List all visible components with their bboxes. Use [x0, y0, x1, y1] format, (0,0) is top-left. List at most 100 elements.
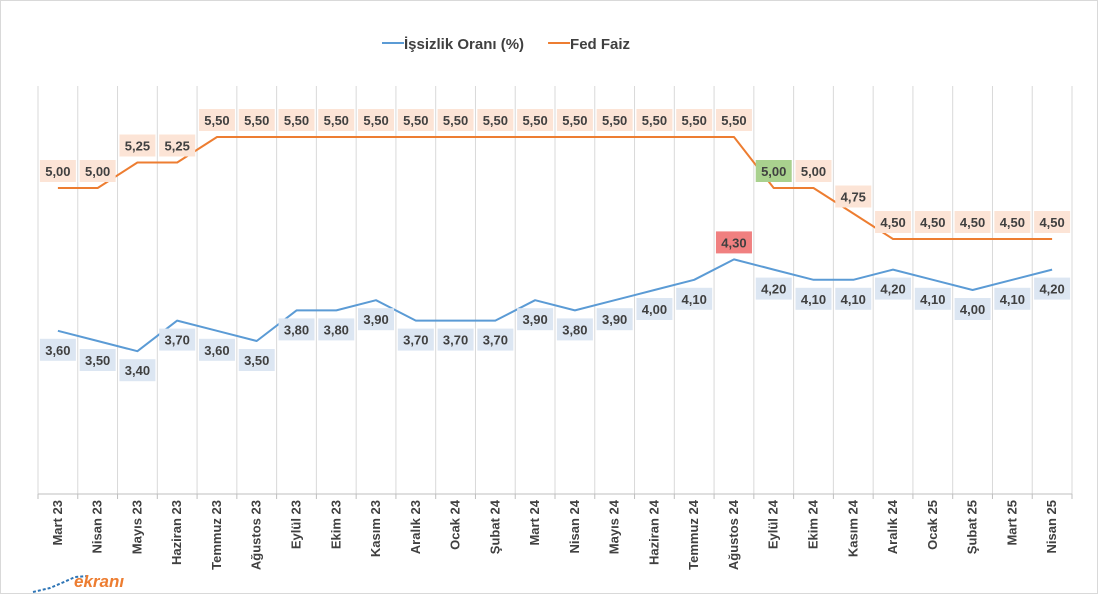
data-label: 3,50 — [85, 353, 110, 368]
data-label: 3,40 — [125, 363, 150, 378]
data-label-bg — [318, 109, 355, 131]
brand-logo: ekranı — [32, 572, 124, 593]
x-tick-label: Kasım 24 — [845, 499, 860, 557]
data-label: 5,50 — [324, 113, 349, 128]
data-label-bg — [994, 211, 1031, 233]
data-label-bg — [238, 109, 275, 131]
data-label: 4,50 — [920, 215, 945, 230]
data-label: 5,50 — [284, 113, 309, 128]
data-label: 4,50 — [1039, 215, 1064, 230]
data-label: 4,75 — [841, 190, 866, 205]
x-tick-label: Ocak 25 — [925, 500, 940, 550]
data-label: 3,80 — [562, 322, 587, 337]
data-label-bg — [795, 160, 832, 182]
data-label-bg — [437, 109, 474, 131]
x-tick-label: Mart 23 — [50, 500, 65, 546]
x-tick-label: Nisan 24 — [567, 499, 582, 553]
x-tick-label: Haziran 24 — [646, 499, 661, 565]
data-label: 3,90 — [522, 312, 547, 327]
data-labels: 3,60 3,50 3,40 3,70 3,60 3,50 3,80 3,80 3,90 3,70… — [39, 109, 1071, 382]
x-tick-label: Mart 24 — [527, 499, 542, 545]
data-label-bg — [79, 349, 116, 371]
data-label-bg — [596, 308, 633, 331]
data-label: 3,70 — [443, 333, 468, 348]
x-tick-label: Mart 25 — [1004, 500, 1019, 546]
data-label-bg — [39, 338, 76, 361]
data-label: 5,50 — [602, 113, 627, 128]
data-label: 5,50 — [522, 113, 547, 128]
data-label-bg — [318, 318, 355, 341]
data-label-bg — [914, 211, 951, 233]
data-label-bg — [755, 160, 792, 182]
data-label-bg — [477, 109, 514, 131]
series-line — [57, 258, 1053, 353]
x-tick-label: Mayıs 24 — [607, 499, 622, 554]
data-label-bg — [954, 298, 991, 320]
data-label: 4,20 — [761, 282, 786, 297]
data-label: 3,70 — [403, 333, 428, 348]
data-label: 4,50 — [1000, 215, 1025, 230]
data-label: 3,60 — [45, 343, 70, 358]
data-label-bg — [755, 277, 792, 300]
data-label-bg — [159, 328, 196, 351]
data-label-bg — [875, 277, 912, 300]
data-label-bg — [875, 211, 912, 233]
gridlines — [37, 86, 1073, 494]
data-label: 5,25 — [125, 139, 150, 154]
x-tick-label: Şubat 24 — [487, 499, 502, 554]
data-label: 5,50 — [363, 113, 388, 128]
x-tick-label: Ocak 24 — [448, 499, 463, 550]
data-label: 5,25 — [165, 139, 190, 154]
data-label-bg — [556, 109, 593, 131]
data-label-bg — [358, 308, 395, 331]
x-tick-label: Ağustos 24 — [726, 499, 741, 570]
x-tick-label: Kasım 23 — [368, 500, 383, 557]
data-label: 3,80 — [284, 322, 309, 337]
legend-label: Fed Faiz — [570, 36, 630, 53]
x-tick-label: Eylül 23 — [289, 500, 304, 549]
data-label: 5,00 — [45, 164, 70, 179]
data-label: 4,50 — [960, 215, 985, 230]
data-label: 3,70 — [165, 333, 190, 348]
data-label-bg — [715, 109, 752, 131]
data-label: 4,00 — [960, 302, 985, 317]
data-label: 4,50 — [880, 215, 905, 230]
data-label-bg — [596, 109, 633, 131]
data-label-bg — [954, 211, 991, 233]
data-label-bg — [914, 287, 951, 310]
x-tick-label: Şubat 25 — [965, 500, 980, 554]
data-label: 3,80 — [324, 322, 349, 337]
data-label-bg — [676, 109, 713, 131]
data-label-bg — [119, 134, 156, 157]
data-label: 5,50 — [562, 113, 587, 128]
x-axis: Mart 23 Nisan 23 Mayıs 23 Haziran 23 Temmuz … — [37, 493, 1073, 570]
data-label-bg — [159, 134, 196, 157]
x-tick-label: Aralık 23 — [408, 500, 423, 554]
data-label: 4,30 — [721, 235, 746, 250]
data-label: 5,50 — [244, 113, 269, 128]
data-label: 3,50 — [244, 353, 269, 368]
data-label: 3,90 — [602, 312, 627, 327]
x-tick-label: Ekim 24 — [806, 499, 821, 549]
data-label: 4,20 — [1039, 282, 1064, 297]
data-label-bg — [437, 328, 474, 351]
data-label: 5,50 — [403, 113, 428, 128]
data-label-bg — [477, 328, 514, 351]
data-label: 5,50 — [443, 113, 468, 128]
x-tick-label: Haziran 23 — [169, 500, 184, 565]
series-lines — [57, 136, 1053, 353]
data-label: 4,10 — [801, 292, 826, 307]
data-label: 5,50 — [721, 113, 746, 128]
legend: İşsizlik Oranı (%) Fed Faiz — [382, 36, 630, 53]
data-label-bg — [278, 109, 315, 131]
data-label: 5,50 — [642, 113, 667, 128]
data-label: 5,50 — [682, 113, 707, 128]
data-label-bg — [795, 287, 832, 310]
x-tick-label: Nisan 25 — [1044, 500, 1059, 553]
data-label-bg — [676, 287, 713, 310]
data-label-bg — [358, 109, 395, 131]
x-tick-label: Temmuz 24 — [686, 499, 701, 570]
